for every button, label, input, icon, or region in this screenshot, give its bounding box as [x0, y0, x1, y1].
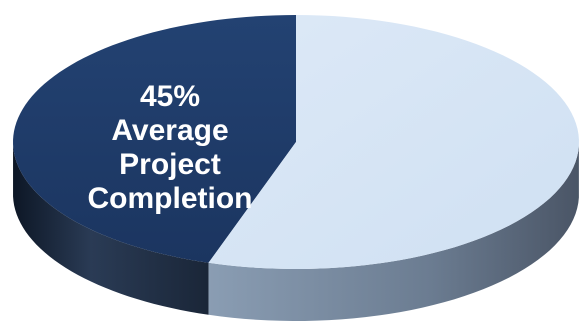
slice-label-line-2: Average: [111, 114, 229, 147]
pie-slice-1: [13, 15, 297, 263]
slice-label: 45% Average Project Completion: [60, 80, 280, 216]
slice-label-percent: 45%: [139, 80, 201, 113]
pie-slice-2: [208, 15, 579, 269]
slice-label-line-3: Project: [119, 148, 221, 181]
pie-slice-side-1: [13, 144, 209, 315]
pie-slice-side-2: [208, 145, 579, 321]
slice-label-line-4: Completion: [87, 182, 253, 215]
